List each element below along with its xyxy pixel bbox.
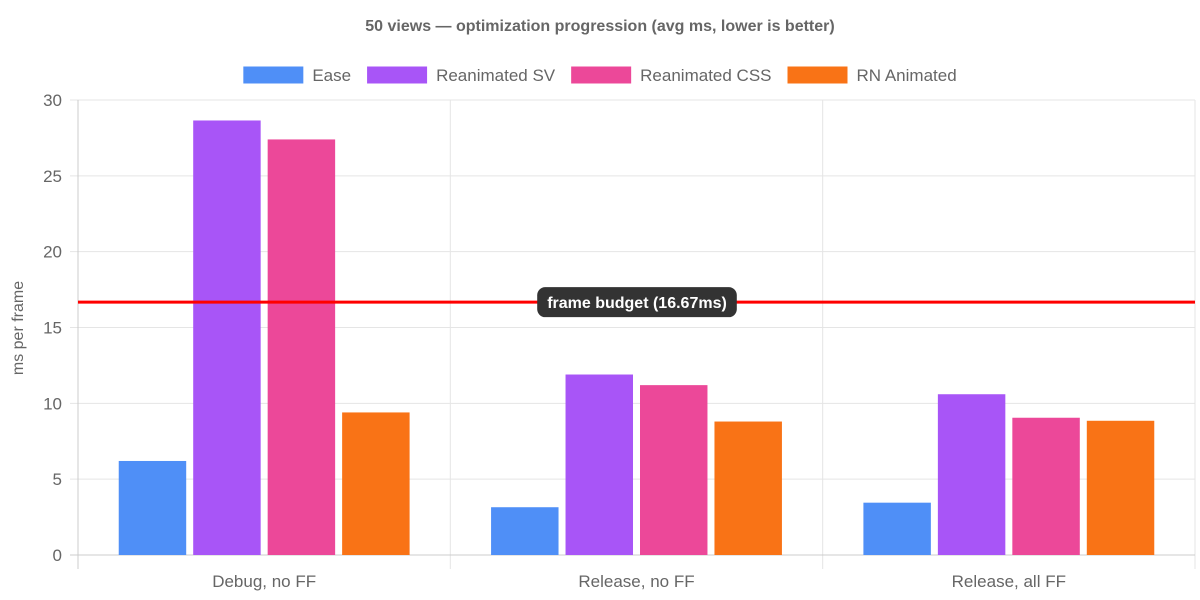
bar-reanimated-css	[640, 385, 708, 555]
bar-reanimated-css	[1012, 417, 1080, 555]
legend-swatch	[367, 66, 428, 84]
bar-ease	[863, 502, 931, 555]
frame-budget-annotation: frame budget (16.67ms)	[78, 287, 1195, 318]
bar-ease	[118, 460, 187, 555]
y-tick-label: 15	[43, 319, 62, 338]
legend-label: Reanimated SV	[436, 66, 556, 85]
legend-swatch	[787, 66, 848, 84]
chart-title: 50 views — optimization progression (avg…	[365, 18, 834, 35]
x-tick-label: Release, no FF	[578, 572, 694, 591]
frame-budget-label: frame budget (16.67ms)	[547, 295, 727, 312]
y-tick-label: 10	[43, 394, 62, 413]
bar-reanimated-sv	[937, 394, 1006, 555]
bar-ease	[491, 507, 559, 555]
bar-reanimated-sv	[565, 374, 633, 555]
y-axis-title: ms per frame	[10, 281, 27, 375]
legend-swatch	[243, 66, 304, 84]
legend-label: Ease	[312, 66, 351, 85]
frame-budget-label-bg	[537, 287, 737, 318]
y-tick-label: 5	[53, 470, 62, 489]
bar-rn-animated	[1086, 420, 1155, 555]
bar-reanimated-css	[267, 139, 336, 555]
legend-swatch	[571, 66, 632, 84]
x-tick-label: Release, all FF	[952, 572, 1066, 591]
bar-rn-animated	[342, 412, 410, 555]
x-tick-label: Debug, no FF	[212, 572, 316, 591]
y-tick-label: 0	[53, 546, 62, 565]
y-tick-label: 20	[43, 243, 62, 262]
legend-label: Reanimated CSS	[640, 66, 771, 85]
tick-labels: 0 5 10 15 20 25 30 Debug, no FF Release, no FF Re…	[43, 91, 1066, 591]
bar-rn-animated	[714, 421, 782, 555]
legend: Ease Reanimated SV Reanimated CSS RN Animat…	[243, 66, 957, 85]
y-tick-label: 25	[43, 167, 62, 186]
bar-reanimated-sv	[193, 120, 261, 555]
bars	[118, 120, 1155, 555]
y-tick-label: 30	[43, 91, 62, 110]
legend-label: RN Animated	[857, 66, 957, 85]
